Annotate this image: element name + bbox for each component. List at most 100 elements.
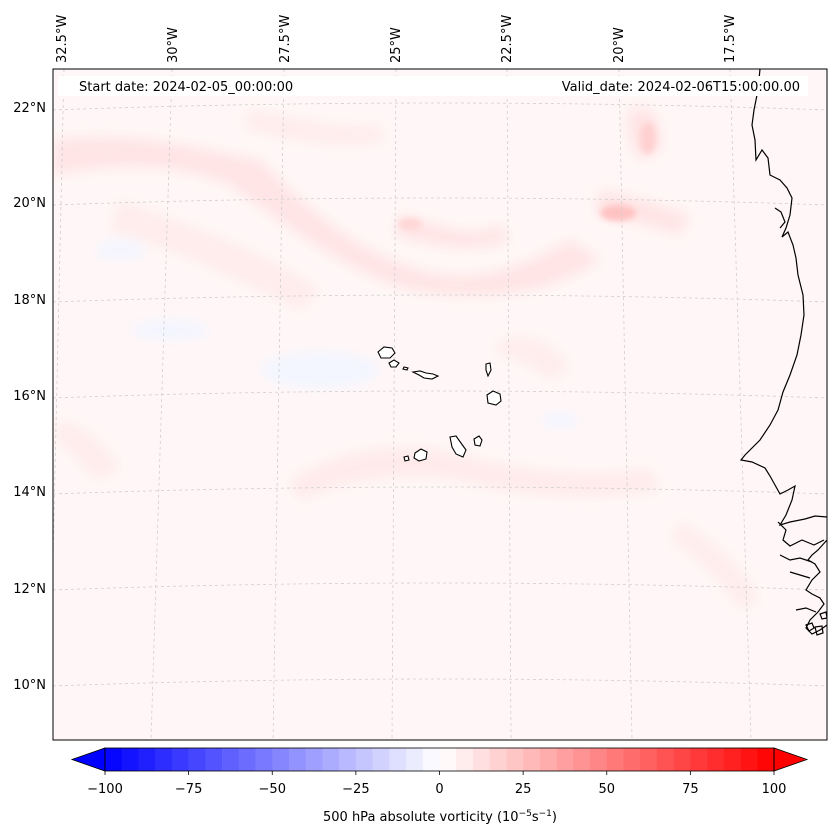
colorbar-extend-max xyxy=(773,747,809,772)
coastline-inlet-4 xyxy=(795,607,817,613)
colorbar-segment xyxy=(707,748,725,771)
colorbar-segment xyxy=(322,748,340,771)
lon-label-27-5w: 27.5°W xyxy=(278,15,293,63)
coastline-mainland xyxy=(739,69,827,527)
colorbar-tick-label: 0 xyxy=(435,782,443,797)
island-fogo xyxy=(413,448,428,462)
lat-label-14n: 14°N xyxy=(13,485,46,500)
parallel-20n xyxy=(53,197,827,206)
vorticity-field-background xyxy=(53,69,827,740)
colorbar-segment xyxy=(656,748,674,771)
lon-label-30w: 30°W xyxy=(166,27,181,63)
colorbar-segment xyxy=(155,748,173,771)
colorbar-tick-label: −75 xyxy=(175,782,202,797)
colorbar-ticks: −100 −75 −50 −25 0 25 50 75 100 xyxy=(87,771,786,797)
graticule xyxy=(53,69,827,740)
african-coastline xyxy=(739,69,827,636)
meridian-25w xyxy=(391,69,397,740)
colorbar-segment xyxy=(673,748,691,771)
parallel-10n xyxy=(53,678,827,687)
colorbar-segment xyxy=(590,748,608,771)
colorbar-segment xyxy=(539,748,557,771)
colorbar-tick-label: 50 xyxy=(598,782,615,797)
colorbar-segment xyxy=(389,748,407,771)
island-brava xyxy=(403,455,410,462)
meridian-22-5w xyxy=(506,69,512,740)
coastline-inlet-2 xyxy=(779,554,813,563)
lon-label-17-5w: 17.5°W xyxy=(723,15,738,63)
colorbar-segment xyxy=(690,748,708,771)
meridian-30w xyxy=(150,69,173,740)
lon-label-25w: 25°W xyxy=(389,27,404,63)
colorbar: −100 −75 −50 −25 0 25 50 75 100 500 hPa absolute… xyxy=(70,747,809,825)
meridian-27-5w xyxy=(272,69,285,740)
coastline-inlet-3 xyxy=(789,571,811,579)
island-bijagos-3 xyxy=(819,611,827,620)
colorbar-segment xyxy=(573,748,591,771)
colorbar-segment xyxy=(623,748,641,771)
colorbar-segment xyxy=(355,748,373,771)
colorbar-segment xyxy=(640,748,658,771)
lat-label-10n: 10°N xyxy=(13,678,46,693)
colorbar-segment xyxy=(740,748,758,771)
lon-label-22-5w: 22.5°W xyxy=(500,15,515,63)
colorbar-segment xyxy=(255,748,273,771)
parallel-16n xyxy=(53,390,827,399)
vorticity-peaks xyxy=(398,122,656,230)
date-info-box xyxy=(58,76,808,96)
lat-label-12n: 12°N xyxy=(13,582,46,597)
colorbar-extend-min xyxy=(70,747,106,772)
island-sao-nicolau xyxy=(411,370,440,380)
colorbar-segment xyxy=(222,748,240,771)
colorbar-tick-label: −100 xyxy=(87,782,123,797)
parallel-12n xyxy=(53,582,827,591)
meridian-17-5w xyxy=(729,69,752,740)
colorbar-segment xyxy=(339,748,357,771)
island-sao-vicente xyxy=(388,359,400,368)
colorbar-segment xyxy=(472,748,490,771)
map-frame xyxy=(52,68,828,741)
colorbar-segment xyxy=(171,748,189,771)
colorbar-segment xyxy=(272,748,290,771)
colorbar-segment xyxy=(439,748,457,771)
coastline-inlet-1 xyxy=(777,521,825,547)
island-sal xyxy=(485,362,492,378)
colorbar-segment xyxy=(305,748,323,771)
colorbar-tick-label: 75 xyxy=(682,782,699,797)
colorbar-segment xyxy=(105,748,123,771)
colorbar-segment xyxy=(372,748,390,771)
colorbar-segment xyxy=(205,748,223,771)
lat-label-16n: 16°N xyxy=(13,389,46,404)
colorbar-tick-label: −50 xyxy=(259,782,286,797)
colorbar-segment xyxy=(506,748,524,771)
colorbar-segment xyxy=(606,748,624,771)
island-maio xyxy=(473,435,483,447)
colorbar-tick-label: 100 xyxy=(762,782,787,797)
vorticity-negative-patches xyxy=(95,240,580,428)
colorbar-segment xyxy=(238,748,256,771)
island-bijagos-1 xyxy=(805,622,815,632)
latitude-labels: 22°N 20°N 18°N 16°N 14°N 12°N 10°N xyxy=(13,101,46,693)
lat-label-18n: 18°N xyxy=(13,293,46,308)
island-boa-vista xyxy=(486,390,502,406)
colorbar-segment xyxy=(723,748,741,771)
colorbar-segment xyxy=(523,748,541,771)
map-area xyxy=(53,69,827,740)
colorbar-segment xyxy=(422,748,440,771)
island-bijagos-2 xyxy=(814,625,824,636)
lon-label-32-5w: 32.5°W xyxy=(55,15,70,63)
start-date-label: Start date: 2024-02-05_00:00:00 xyxy=(79,80,293,95)
colorbar-segment xyxy=(406,748,424,771)
island-santo-antao xyxy=(377,346,396,359)
coastline-bay xyxy=(774,207,786,229)
valid-date-label: Valid_date: 2024-02-06T15:00:00.00 xyxy=(562,80,800,95)
lat-label-20n: 20°N xyxy=(13,196,46,211)
colorbar-tick-label: −25 xyxy=(342,782,369,797)
lat-label-22n: 22°N xyxy=(13,101,46,116)
lon-label-20w: 20°W xyxy=(612,27,627,63)
colorbar-segment xyxy=(188,748,206,771)
longitude-labels: 32.5°W 30°W 27.5°W 25°W 22.5°W 20°W 17.5… xyxy=(55,15,738,63)
cape-verde-islands xyxy=(377,346,502,462)
meridian-20w xyxy=(618,69,633,740)
